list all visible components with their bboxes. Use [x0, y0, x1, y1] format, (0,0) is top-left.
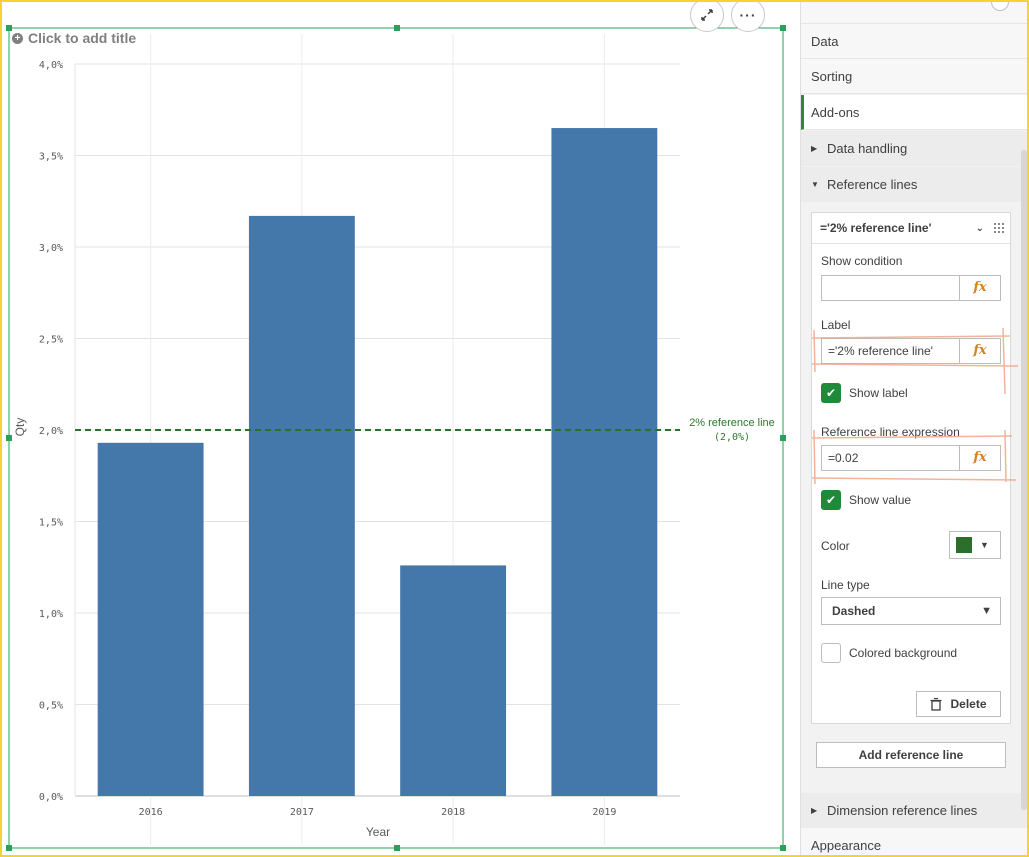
bar-chart-object[interactable]: 0,0% 0,5% 1,0% 1,5% 2,0% 2,5% 3,0% 3,5% 4,0% 201…: [0, 0, 800, 857]
function-icon[interactable]: fx: [959, 339, 1000, 363]
delete-label: Delete: [950, 697, 987, 711]
drag-handle-icon[interactable]: [994, 223, 1004, 233]
nav-sorting[interactable]: Sorting: [801, 59, 1029, 94]
colored-background-row[interactable]: Colored background: [821, 643, 957, 663]
bar[interactable]: [551, 128, 658, 797]
x-tick-labels: 2016 2017 2018 2019: [139, 807, 617, 818]
line-type-value: Dashed: [832, 604, 876, 618]
function-icon[interactable]: fx: [959, 446, 1000, 470]
show-condition-field[interactable]: fx: [821, 275, 1001, 301]
show-value-checkbox[interactable]: ✔: [821, 490, 841, 510]
resize-handle[interactable]: [6, 25, 12, 31]
color-swatch: [956, 537, 972, 553]
section-data-handling-label: Data handling: [827, 141, 908, 156]
chevron-down-icon[interactable]: ⌄: [975, 222, 984, 234]
y-tick-label: 3,0%: [39, 243, 63, 254]
show-value-text: Show value: [849, 493, 912, 507]
y-tick-label: 1,0%: [39, 609, 63, 620]
resize-handle[interactable]: [394, 845, 400, 851]
caret-right-icon: ▶: [811, 144, 818, 153]
y-tick-label: 0,5%: [39, 701, 63, 712]
resize-handle[interactable]: [780, 845, 786, 851]
expression-input[interactable]: =0.02: [828, 451, 859, 465]
reference-line: 2% reference line (2,0%): [75, 417, 775, 443]
line-type-label: Line type: [821, 578, 870, 592]
trash-icon: [930, 697, 942, 711]
section-reference-lines[interactable]: ▼ Reference lines: [801, 167, 1029, 202]
y-tick-label: 4,0%: [39, 60, 63, 71]
y-tick-label: 3,5%: [39, 152, 63, 163]
section-dimension-reference-lines[interactable]: ▶ Dimension reference lines: [801, 793, 1029, 828]
more-options-icon: ···: [739, 7, 757, 23]
resize-handle[interactable]: [780, 435, 786, 441]
bars[interactable]: [97, 128, 658, 797]
show-label-text: Show label: [849, 386, 908, 400]
nav-appearance[interactable]: Appearance: [801, 828, 1029, 857]
reference-line-card: ='2% reference line' ⌄ Show condition fx…: [811, 212, 1011, 724]
label-field-label: Label: [821, 318, 851, 332]
expression-label: Reference line expression: [821, 425, 960, 439]
resize-handle[interactable]: [780, 25, 786, 31]
resize-handle[interactable]: [394, 25, 400, 31]
caret-down-icon: ▼: [981, 605, 992, 617]
expand-icon: [701, 9, 713, 21]
section-data-handling[interactable]: ▶ Data handling: [801, 131, 1029, 166]
y-tick-label: 0,0%: [39, 792, 63, 803]
add-reference-line-label: Add reference line: [858, 748, 964, 762]
y-tick-label: 2,0%: [39, 426, 63, 437]
y-tick-label: 1,5%: [39, 518, 63, 529]
expression-field[interactable]: =0.02 fx: [821, 445, 1001, 471]
x-axis-title: Year: [366, 825, 390, 839]
show-label-row[interactable]: ✔ Show label: [821, 383, 908, 403]
chart-canvas: 0,0% 0,5% 1,0% 1,5% 2,0% 2,5% 3,0% 3,5% 4,0% 201…: [6, 25, 786, 851]
caret-down-icon: ▼: [980, 540, 989, 550]
reference-line-value: (2,0%): [714, 432, 750, 443]
add-reference-line-button[interactable]: Add reference line: [816, 742, 1006, 768]
y-tick-label: 2,5%: [39, 335, 63, 346]
bar[interactable]: [400, 565, 507, 796]
line-type-select[interactable]: Dashed ▼: [821, 597, 1001, 625]
chart-title-placeholder[interactable]: + Click to add title: [12, 30, 136, 46]
label-input[interactable]: ='2% reference line': [828, 344, 933, 358]
function-icon[interactable]: fx: [959, 276, 1000, 300]
resize-handle[interactable]: [6, 845, 12, 851]
show-label-checkbox[interactable]: ✔: [821, 383, 841, 403]
more-options-button[interactable]: ···: [731, 0, 765, 32]
resize-handle[interactable]: [6, 435, 12, 441]
chart-title-text: Click to add title: [28, 30, 137, 46]
x-tick-label: 2016: [139, 807, 163, 818]
panel-top-cutoff: [801, 0, 1029, 24]
reference-line-card-title: ='2% reference line': [820, 221, 932, 235]
toggle-circle-icon: [991, 0, 1009, 11]
delete-button[interactable]: Delete: [916, 691, 1001, 717]
y-tick-labels: 0,0% 0,5% 1,0% 1,5% 2,0% 2,5% 3,0% 3,5% 4,0%: [39, 60, 63, 803]
show-value-row[interactable]: ✔ Show value: [821, 490, 911, 510]
x-tick-label: 2019: [592, 807, 616, 818]
panel-scrollbar[interactable]: [1021, 150, 1027, 810]
nav-data[interactable]: Data: [801, 24, 1029, 59]
y-axis-title: Qty: [13, 418, 27, 437]
colored-background-text: Colored background: [849, 646, 958, 660]
bar[interactable]: [248, 215, 355, 796]
label-field[interactable]: ='2% reference line' fx: [821, 338, 1001, 364]
nav-addons[interactable]: Add-ons: [801, 95, 1029, 130]
color-label: Color: [821, 539, 850, 553]
x-tick-label: 2017: [290, 807, 314, 818]
plus-circle-icon: +: [12, 32, 23, 44]
show-condition-label: Show condition: [821, 254, 903, 268]
expand-button[interactable]: [690, 0, 724, 32]
reference-line-label: 2% reference line: [689, 417, 775, 429]
x-tick-label: 2018: [441, 807, 465, 818]
section-reference-lines-label: Reference lines: [827, 177, 918, 192]
reference-line-card-header[interactable]: ='2% reference line' ⌄: [812, 213, 1010, 244]
colored-background-checkbox[interactable]: [821, 643, 841, 663]
section-dimension-reference-lines-label: Dimension reference lines: [827, 803, 978, 818]
properties-panel: Data Sorting Add-ons ▶ Data handling ▼ R…: [800, 0, 1029, 857]
selection-handles[interactable]: [6, 25, 786, 851]
show-condition-input[interactable]: [822, 276, 959, 300]
bar[interactable]: [97, 442, 204, 796]
color-picker-button[interactable]: ▼: [949, 531, 1001, 559]
caret-right-icon: ▶: [811, 806, 818, 815]
caret-down-icon: ▼: [811, 180, 819, 189]
